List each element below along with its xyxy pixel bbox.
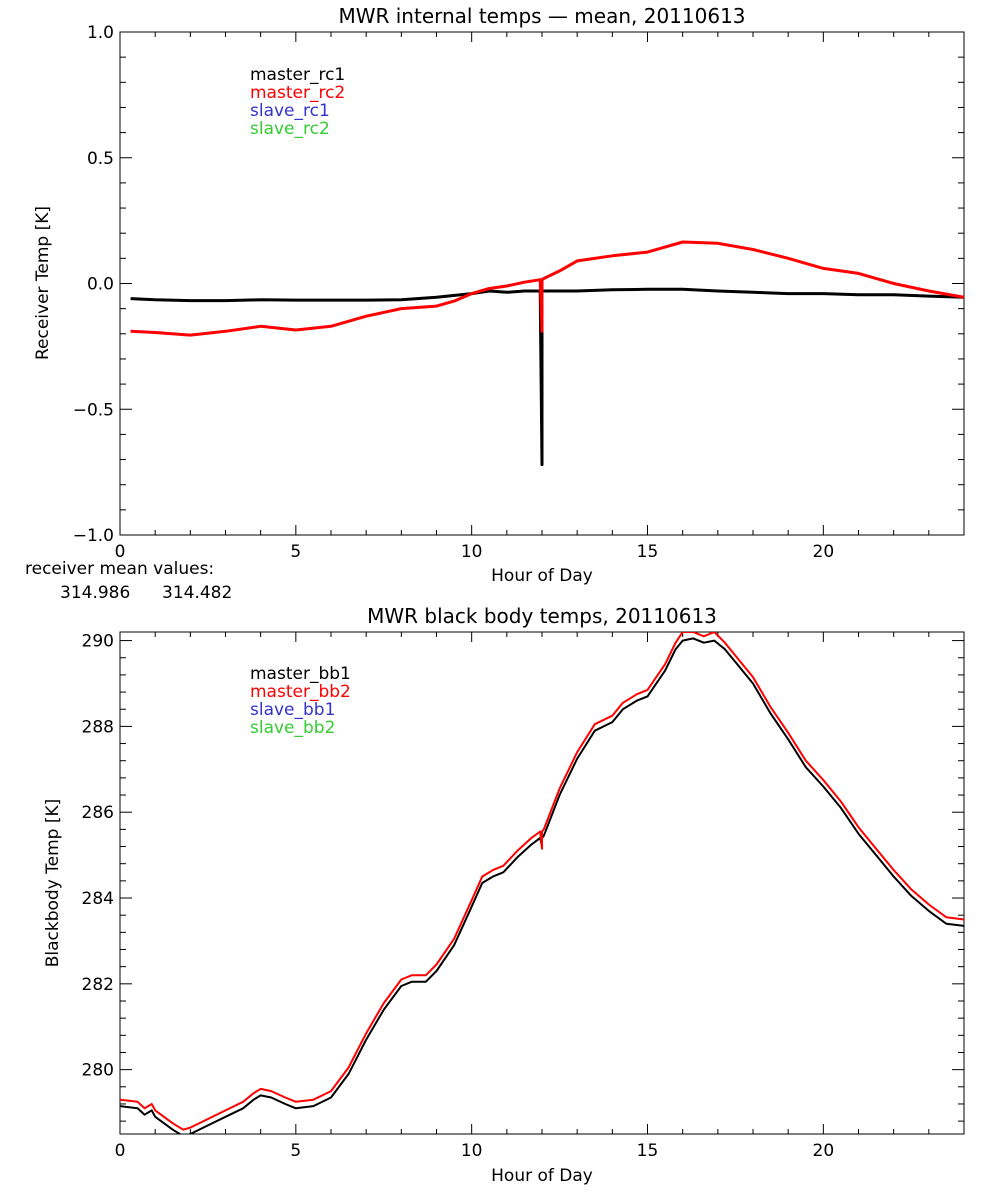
blackbody-axis-ticks bbox=[119, 632, 965, 1134]
blackbody-x-axis-label: Hour of Day bbox=[491, 1166, 593, 1186]
legend-master-bb1: master_bb1 bbox=[250, 664, 351, 684]
blackbody-x-tick-labels: 0 5 10 15 20 bbox=[115, 1141, 835, 1161]
blackbody-chart-title: MWR black body temps, 20110613 bbox=[367, 604, 717, 628]
legend-slave-rc1: slave_rc1 bbox=[250, 101, 330, 121]
receiver-y-tick-label: −1.0 bbox=[73, 526, 114, 546]
legend-slave-bb2: slave_bb2 bbox=[250, 718, 335, 738]
blackbody-y-tick-label: 290 bbox=[82, 632, 114, 652]
receiver-y-tick-label: 0.0 bbox=[87, 275, 114, 295]
receiver-series bbox=[130, 240, 964, 467]
legend-master-rc1: master_rc1 bbox=[250, 65, 345, 85]
receiver-x-tick-label: 20 bbox=[813, 542, 835, 562]
legend-slave-bb1: slave_bb1 bbox=[250, 700, 335, 720]
blackbody-x-tick-label: 15 bbox=[637, 1141, 659, 1161]
receiver-mean-value-2: 314.482 bbox=[162, 583, 232, 603]
receiver-x-tick-labels: 0 5 10 15 20 bbox=[115, 542, 835, 562]
receiver-mean-label: receiver mean values: bbox=[25, 559, 214, 579]
blackbody-y-axis-label: Blackbody Temp [K] bbox=[43, 799, 63, 968]
blackbody-plot-frame bbox=[119, 631, 965, 1135]
receiver-y-tick-label: 1.0 bbox=[87, 23, 114, 43]
blackbody-y-tick-labels: 280 282 284 286 288 290 bbox=[82, 632, 114, 1081]
receiver-temp-panel: MWR internal temps — mean, 20110613 0 5 10… bbox=[25, 4, 965, 603]
blackbody-x-tick-label: 20 bbox=[813, 1141, 835, 1161]
receiver-axis-ticks bbox=[119, 31, 965, 536]
blackbody-x-tick-label: 5 bbox=[290, 1141, 301, 1161]
blackbody-series bbox=[120, 632, 964, 1134]
legend-slave-rc2: slave_rc2 bbox=[250, 119, 330, 139]
blackbody-x-tick-label: 0 bbox=[115, 1141, 126, 1161]
blackbody-x-tick-label: 10 bbox=[461, 1141, 483, 1161]
blackbody-y-tick-label: 286 bbox=[82, 803, 114, 823]
series-line-master-rc2 bbox=[130, 240, 964, 337]
blackbody-y-tick-label: 282 bbox=[82, 975, 114, 995]
series-line-master-bb2 bbox=[120, 632, 964, 1131]
series-line-master-rc1 bbox=[130, 287, 964, 467]
receiver-y-tick-labels: −1.0 −0.5 0.0 0.5 1.0 bbox=[73, 23, 114, 546]
blackbody-temp-panel: MWR black body temps, 20110613 0 5 10 15 20 … bbox=[43, 604, 965, 1186]
receiver-y-axis-label: Receiver Temp [K] bbox=[33, 206, 53, 360]
receiver-mean-value-1: 314.986 bbox=[60, 583, 130, 603]
blackbody-legend: master_bb1 master_bb2 slave_bb1 slave_bb… bbox=[250, 664, 351, 738]
blackbody-y-tick-label: 288 bbox=[82, 717, 114, 737]
receiver-x-tick-label: 5 bbox=[290, 542, 301, 562]
receiver-x-tick-label: 15 bbox=[637, 542, 659, 562]
receiver-x-axis-label: Hour of Day bbox=[491, 566, 593, 586]
legend-master-bb2: master_bb2 bbox=[250, 682, 351, 702]
receiver-chart-title: MWR internal temps — mean, 20110613 bbox=[338, 4, 745, 28]
receiver-legend: master_rc1 master_rc2 slave_rc1 slave_rc… bbox=[250, 65, 345, 139]
legend-master-rc2: master_rc2 bbox=[250, 83, 345, 103]
receiver-x-tick-label: 10 bbox=[461, 542, 483, 562]
blackbody-y-tick-label: 284 bbox=[82, 889, 114, 909]
series-line-master-bb1 bbox=[120, 637, 964, 1134]
receiver-x-tick-label: 0 bbox=[115, 542, 126, 562]
receiver-y-tick-label: 0.5 bbox=[87, 149, 114, 169]
blackbody-y-tick-label: 280 bbox=[82, 1061, 114, 1081]
receiver-y-tick-label: −0.5 bbox=[73, 400, 114, 420]
